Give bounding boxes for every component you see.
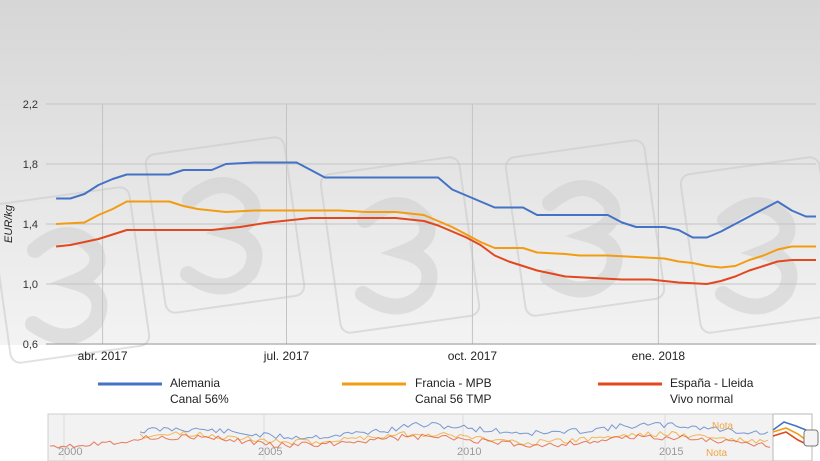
grid bbox=[46, 103, 816, 345]
x-tick-label: oct. 2017 bbox=[448, 349, 498, 363]
navigator-year-label: 2005 bbox=[258, 446, 282, 458]
y-tick-label: 1,4 bbox=[23, 219, 38, 231]
x-axis: abr. 2017 jul. 2017 oct. 2017 ene. 2018 bbox=[78, 349, 686, 363]
legend-sublabel: Canal 56% bbox=[170, 392, 229, 406]
legend-label: Francia - MPB bbox=[415, 376, 492, 390]
legend-sublabel: Canal 56 TMP bbox=[415, 392, 491, 406]
navigator-series-line bbox=[139, 430, 769, 446]
range-navigator[interactable]: 2000 2005 2010 2015 Nota Nota bbox=[47, 413, 819, 461]
plot-background bbox=[0, 0, 820, 345]
navigator-series-line bbox=[139, 421, 769, 440]
navigator-handle[interactable] bbox=[803, 429, 819, 447]
legend: Alemania Canal 56% Francia - MPB Canal 56 T… bbox=[98, 376, 754, 406]
navigator-year-label: 2010 bbox=[457, 446, 481, 458]
navigator-annotation: Nota bbox=[706, 448, 728, 459]
y-axis-label: EUR/kg bbox=[3, 204, 15, 243]
series-line-1 bbox=[56, 200, 816, 269]
x-tick-label: ene. 2018 bbox=[632, 349, 686, 363]
legend-sublabel: Vivo normal bbox=[670, 392, 733, 406]
series-line-0 bbox=[56, 161, 816, 239]
legend-label: Alemania bbox=[170, 376, 220, 390]
y-tick-label: 1,8 bbox=[23, 159, 38, 171]
x-tick-label: abr. 2017 bbox=[78, 349, 128, 363]
navigator-year-label: 2015 bbox=[659, 446, 683, 458]
navigator-series-line bbox=[49, 433, 771, 449]
navigator-year-label: 2000 bbox=[58, 446, 82, 458]
navigator-annotation: Nota bbox=[712, 421, 734, 432]
y-tick-label: 2,2 bbox=[23, 99, 38, 111]
navigator-track bbox=[47, 413, 813, 461]
legend-label: España - Lleida bbox=[670, 376, 754, 390]
series-line-2 bbox=[55, 217, 816, 285]
x-tick-label: jul. 2017 bbox=[263, 349, 310, 363]
y-axis: 0,6 1,0 1,4 1,8 2,2 bbox=[23, 99, 38, 351]
y-tick-label: 1,0 bbox=[23, 279, 38, 291]
y-tick-label: 0,6 bbox=[23, 339, 38, 351]
series-lines bbox=[55, 161, 816, 285]
